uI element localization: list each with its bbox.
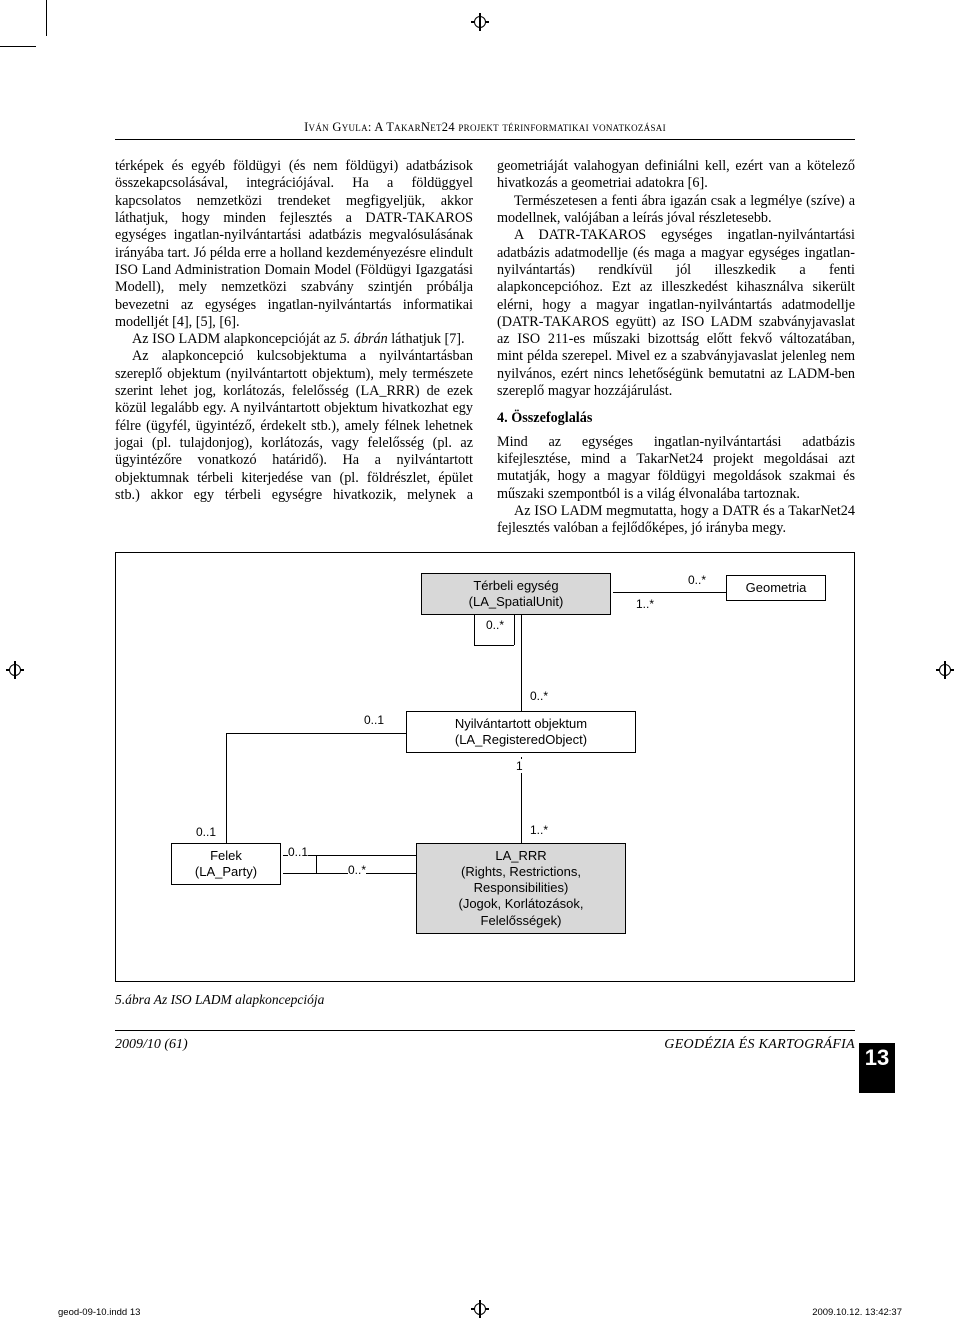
uml-label: LA_RRR	[427, 848, 615, 864]
uml-connector	[613, 592, 726, 593]
uml-label: Térbeli egység	[432, 578, 600, 594]
uml-box-geometry: Geometria	[726, 575, 826, 601]
uml-multiplicity: 0..1	[288, 845, 308, 859]
uml-label: Responsibilities)	[427, 880, 615, 896]
print-slug-right: 2009.10.12. 13:42:37	[812, 1307, 902, 1318]
uml-connector	[226, 733, 406, 734]
uml-connector	[514, 615, 515, 645]
uml-multiplicity: 0..1	[196, 825, 216, 839]
section-heading: 4. Összefoglalás	[497, 410, 855, 427]
uml-label: (LA_Party)	[182, 864, 270, 880]
print-slug-left: geod-09-10.indd 13	[58, 1307, 140, 1318]
uml-label: Nyilvántartott objektum	[417, 716, 625, 732]
running-head-author: Iván Gyula	[304, 120, 368, 134]
uml-multiplicity: 0..*	[688, 573, 706, 587]
header-rule	[115, 139, 855, 140]
footer-issue: 2009/10 (61)	[115, 1037, 188, 1053]
uml-multiplicity: 0..1	[364, 713, 384, 727]
text: láthatjuk [7].	[388, 331, 465, 347]
registration-mark	[471, 1300, 489, 1318]
crop-mark	[46, 0, 47, 36]
page-number: 13	[859, 1043, 895, 1093]
para: Természetesen a fenti ábra igazán csak a…	[497, 193, 855, 228]
uml-connector	[474, 645, 514, 646]
uml-box-party: Felek (LA_Party)	[171, 843, 281, 886]
registration-mark	[936, 661, 954, 679]
para: térképek és egyéb földügyi (és nem földü…	[115, 158, 473, 331]
uml-multiplicity: 1..*	[530, 823, 548, 837]
para: Az ISO LADM megmutatta, hogy a DATR és a…	[497, 503, 855, 538]
para: A DATR-TAKAROS egységes ingatlan-nyilván…	[497, 227, 855, 400]
uml-box-rrr: LA_RRR (Rights, Restrictions, Responsibi…	[416, 843, 626, 934]
body-columns: térképek és egyéb földügyi (és nem földü…	[115, 158, 855, 538]
page-content: Iván Gyula: A TakarNet24 projekt térinfo…	[115, 120, 855, 1053]
uml-connector	[316, 855, 317, 873]
uml-multiplicity: 1	[516, 759, 523, 773]
uml-label: (LA_SpatialUnit)	[432, 594, 600, 610]
uml-label: (LA_RegisteredObject)	[417, 732, 625, 748]
para: Mind az egységes ingatlan-nyilvántartási…	[497, 434, 855, 503]
uml-multiplicity: 0..*	[530, 689, 548, 703]
running-head-title: : A TakarNet24 projekt térinformatikai v…	[368, 120, 666, 134]
footer-rule	[115, 1030, 855, 1031]
uml-box-spatialunit: Térbeli egység (LA_SpatialUnit)	[421, 573, 611, 616]
crop-mark	[0, 46, 36, 47]
uml-label: Geometria	[737, 580, 815, 596]
uml-label: Felelősségek)	[427, 913, 615, 929]
figure-ref: 5. ábrán	[340, 331, 388, 347]
para: Az ISO LADM alapkoncepcióját az 5. ábrán…	[115, 331, 473, 348]
registration-mark	[471, 13, 489, 31]
footer-journal: GEODÉZIA ÉS KARTOGRÁFIA	[664, 1037, 855, 1053]
registration-mark	[6, 661, 24, 679]
uml-connector	[226, 733, 227, 843]
uml-multiplicity: 1..*	[636, 597, 654, 611]
text: Az ISO LADM alapkoncepcióját az	[132, 331, 340, 347]
uml-diagram: Térbeli egység (LA_SpatialUnit) Geometri…	[115, 552, 855, 982]
uml-label: (Rights, Restrictions,	[427, 864, 615, 880]
uml-multiplicity: 0..*	[486, 618, 504, 632]
uml-connector	[521, 615, 522, 711]
running-head: Iván Gyula: A TakarNet24 projekt térinfo…	[115, 120, 855, 135]
uml-label: Felek	[182, 848, 270, 864]
figure-caption: 5.ábra Az ISO LADM alapkoncepciója	[115, 992, 855, 1008]
footer: 2009/10 (61) GEODÉZIA ÉS KARTOGRÁFIA 13	[115, 1037, 855, 1053]
uml-connector	[474, 615, 475, 645]
uml-box-registeredobject: Nyilvántartott objektum (LA_RegisteredOb…	[406, 711, 636, 754]
uml-multiplicity: 0..*	[348, 863, 366, 877]
uml-label: (Jogok, Korlátozások,	[427, 896, 615, 912]
